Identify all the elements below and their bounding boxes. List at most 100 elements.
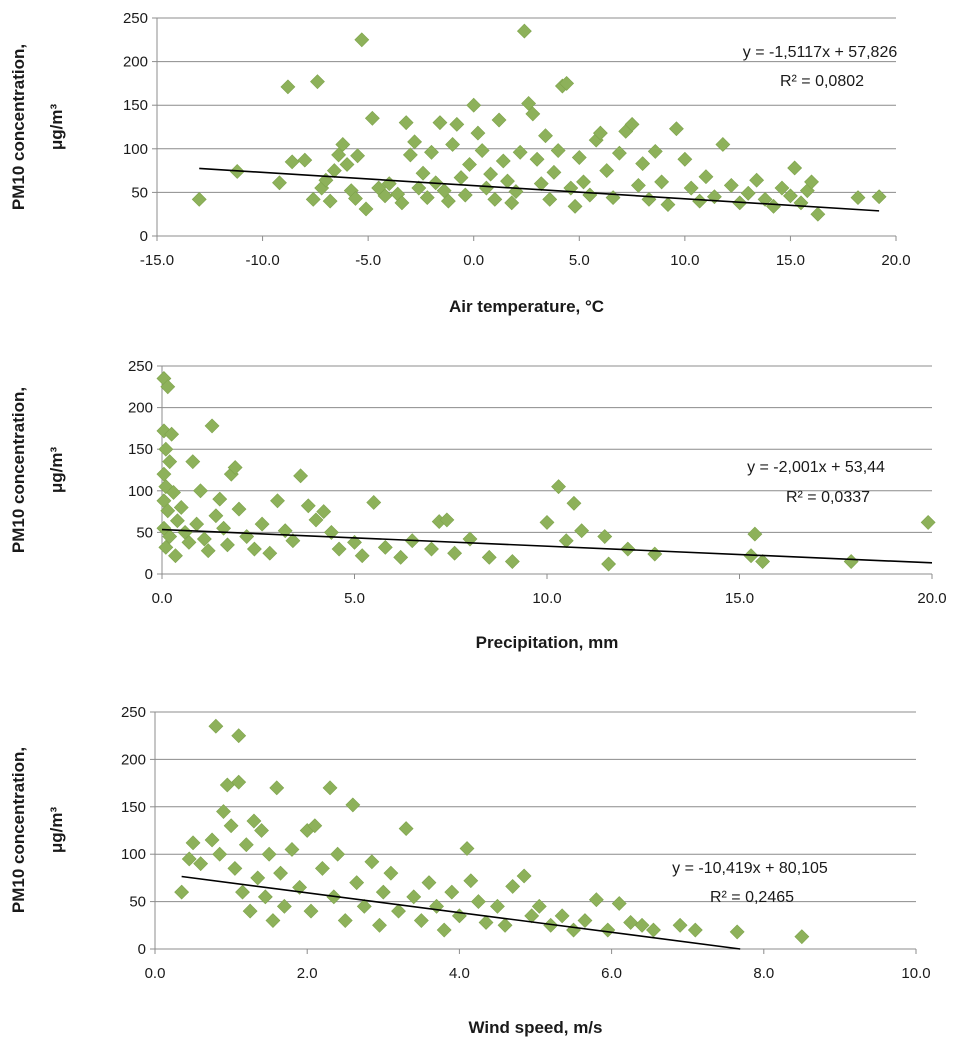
data-point: [723, 177, 739, 193]
data-point: [432, 115, 448, 131]
data-point: [559, 75, 575, 91]
data-point: [543, 917, 559, 933]
data-point: [284, 154, 300, 170]
data-point: [504, 195, 520, 211]
data-point: [231, 728, 247, 744]
trend-equation: y = -1,5117x + 57,826: [743, 44, 898, 61]
data-point: [402, 147, 418, 163]
data-point: [254, 823, 269, 838]
data-point: [474, 143, 490, 158]
data-point: [208, 718, 224, 734]
y-axis-title-line1: PM10 concentration,: [9, 387, 28, 553]
x-tick-label: -5.0: [355, 252, 381, 269]
x-axis-title: Precipitation, mm: [476, 633, 619, 652]
data-point: [563, 180, 579, 196]
y-tick-label: 0: [140, 228, 148, 245]
data-point: [436, 922, 452, 938]
data-point: [257, 889, 273, 905]
data-point: [254, 516, 270, 532]
data-point: [481, 549, 497, 565]
data-point: [490, 898, 505, 914]
data-point: [783, 188, 798, 204]
data-point: [246, 813, 262, 829]
data-point: [246, 541, 262, 557]
data-point: [305, 191, 321, 207]
data-point: [261, 846, 277, 862]
data-point: [162, 529, 178, 544]
data-point: [322, 193, 338, 209]
data-point: [356, 898, 372, 914]
trend-equation: y = -10,419x + 80,105: [672, 860, 828, 877]
x-tick-label: 15.0: [725, 590, 754, 607]
data-point: [219, 777, 235, 793]
x-tick-label: 20.0: [917, 590, 946, 607]
data-point: [350, 148, 366, 164]
y-tick-label: 250: [128, 358, 153, 375]
data-point: [611, 896, 627, 911]
data-point: [692, 193, 708, 209]
data-points: [191, 23, 887, 222]
data-point: [262, 545, 278, 561]
data-point: [524, 908, 540, 924]
data-point: [372, 917, 387, 933]
data-point: [516, 868, 532, 884]
data-point: [316, 504, 332, 520]
data-point: [574, 523, 590, 539]
data-point: [231, 501, 247, 517]
data-point: [449, 116, 465, 132]
data-point: [463, 873, 479, 889]
data-point: [354, 548, 370, 564]
data-point: [269, 780, 285, 796]
data-point: [394, 195, 410, 211]
data-point: [204, 418, 220, 434]
data-point: [307, 818, 323, 834]
data-point: [220, 537, 235, 553]
data-point: [558, 533, 574, 549]
data-point: [348, 191, 363, 206]
x-tick-label: 0.0: [152, 590, 173, 607]
scatter-chart-2: 0 50 100 150 200 250 0.0 5.0 10.0 15.0 20.0 y = -2,…: [9, 358, 947, 652]
data-point: [208, 508, 224, 524]
data-point: [554, 908, 570, 924]
x-tick-label: -15.0: [140, 252, 174, 269]
scatter-chart-3: 0 50 100 150 200 250 0.0 2.0 4.0 6.0 8.0 10.0 y = -1…: [9, 704, 931, 1037]
data-point: [193, 856, 209, 872]
data-point: [239, 529, 255, 544]
data-point: [531, 898, 547, 914]
data-point: [804, 174, 819, 190]
data-point: [156, 466, 172, 482]
data-point: [216, 804, 231, 819]
data-point: [204, 832, 220, 848]
x-tick-label: 6.0: [601, 965, 622, 982]
data-point: [447, 545, 463, 561]
data-point: [497, 917, 513, 933]
data-point: [787, 160, 803, 176]
data-point: [339, 157, 355, 172]
r-squared-label: R² = 0,2465: [710, 889, 794, 906]
data-point: [227, 860, 243, 876]
data-point: [672, 917, 688, 933]
data-point: [303, 903, 319, 919]
data-point: [212, 846, 228, 862]
data-point: [538, 128, 553, 144]
data-point: [285, 533, 301, 549]
data-point: [871, 189, 887, 205]
data-point: [566, 495, 582, 511]
data-point: [354, 32, 370, 48]
data-point: [601, 556, 617, 572]
data-point: [444, 884, 460, 900]
data-point: [406, 889, 422, 905]
data-point: [600, 922, 616, 938]
data-point: [297, 152, 313, 168]
data-point: [181, 851, 197, 867]
trend-line: [161, 528, 933, 564]
y-tick-label: 150: [128, 441, 153, 458]
data-point: [242, 903, 258, 919]
data-point: [630, 177, 646, 193]
data-point: [393, 549, 409, 565]
data-point: [715, 137, 731, 152]
data-point: [162, 454, 178, 470]
data-point: [647, 546, 663, 562]
data-point: [542, 191, 558, 207]
data-point: [227, 460, 243, 475]
